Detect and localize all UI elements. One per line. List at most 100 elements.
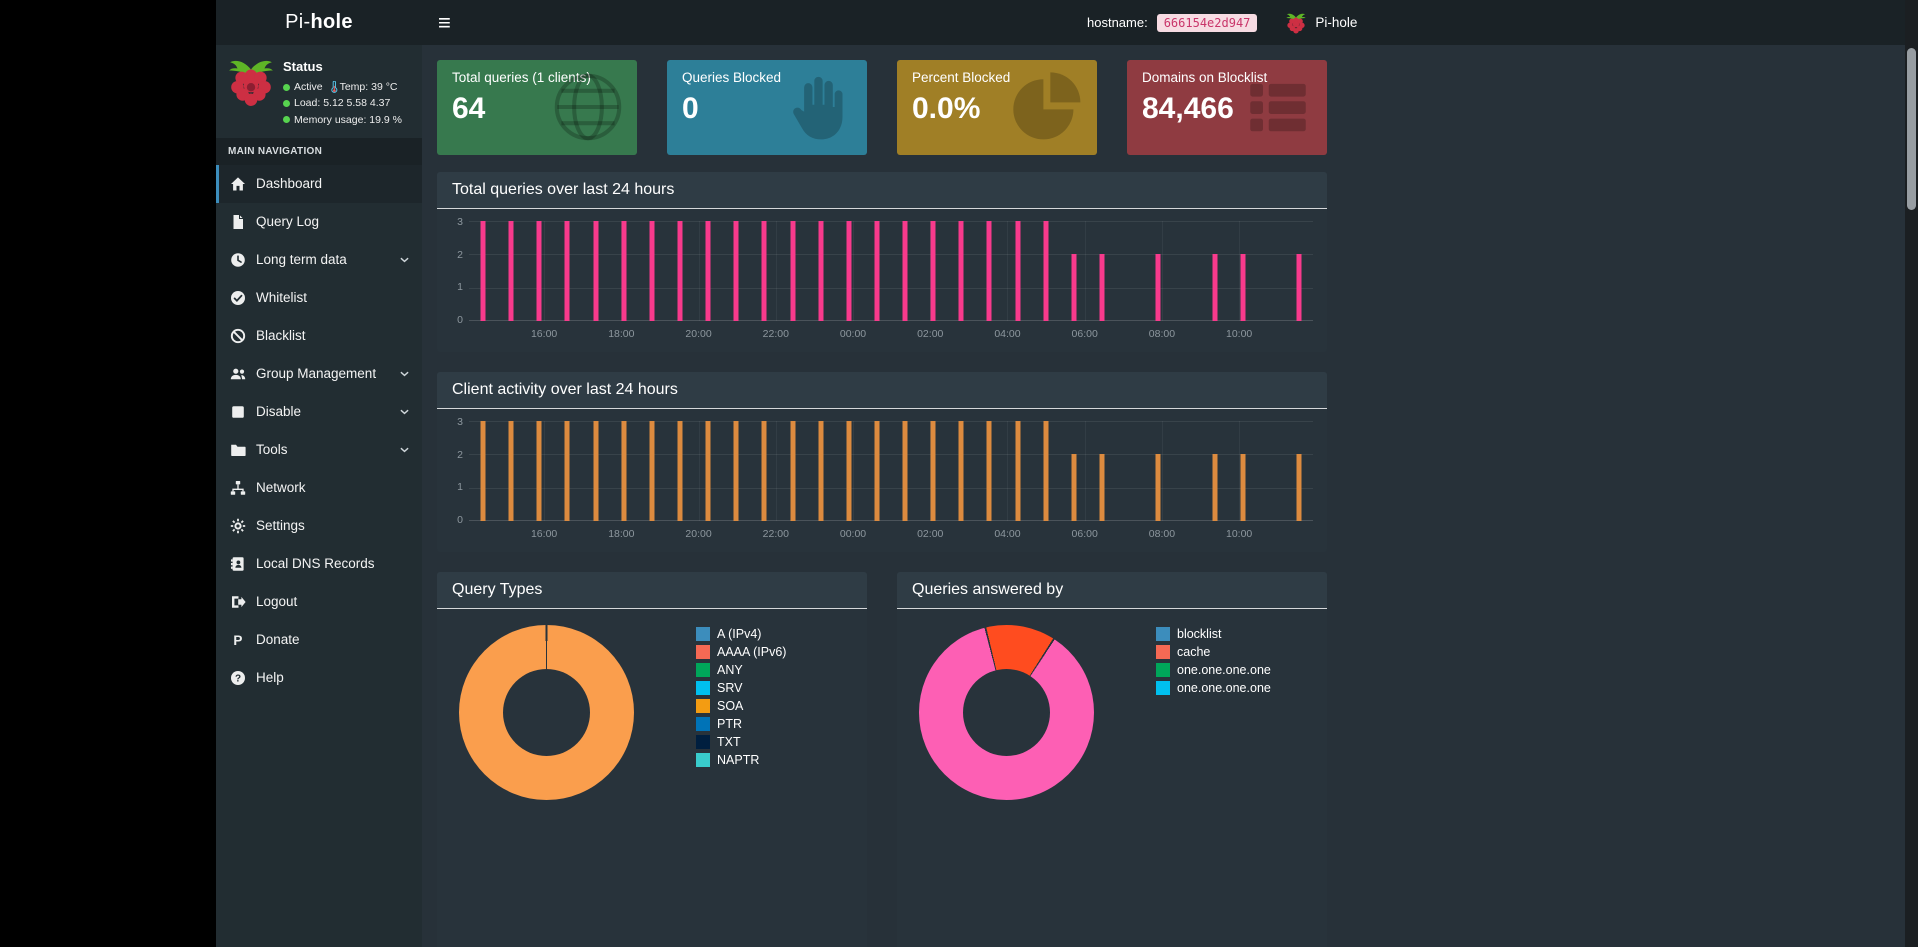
bar[interactable]	[1240, 254, 1246, 321]
bar[interactable]	[1043, 421, 1049, 521]
bar[interactable]	[536, 221, 542, 321]
bar[interactable]	[846, 221, 852, 321]
sidebar-item-disable[interactable]: Disable	[216, 393, 422, 431]
query-types-donut[interactable]	[459, 625, 634, 800]
bar[interactable]	[818, 221, 824, 321]
card-title: Queries Blocked	[682, 70, 782, 85]
bar[interactable]	[649, 221, 655, 321]
bar[interactable]	[621, 421, 627, 521]
sidebar-item-settings[interactable]: Settings	[216, 507, 422, 545]
bar[interactable]	[874, 421, 880, 521]
query-types-body: A (IPv4) AAAA (IPv6) ANY SRV SOA PTR TXT NAPTR	[437, 609, 867, 800]
bar[interactable]	[1296, 454, 1302, 521]
bar[interactable]	[902, 221, 908, 321]
bar[interactable]	[958, 421, 964, 521]
legend-item[interactable]: PTR	[696, 717, 786, 731]
bar[interactable]	[649, 421, 655, 521]
legend-item[interactable]: AAAA (IPv6)	[696, 645, 786, 659]
legend-item[interactable]: A (IPv4)	[696, 627, 786, 641]
bar[interactable]	[1015, 221, 1021, 321]
bar[interactable]	[508, 221, 514, 321]
bar[interactable]	[508, 421, 514, 521]
bar[interactable]	[986, 221, 992, 321]
bar[interactable]	[1155, 254, 1161, 321]
legend-label: NAPTR	[717, 753, 760, 767]
bar[interactable]	[818, 421, 824, 521]
bar[interactable]	[1155, 454, 1161, 521]
bar[interactable]	[480, 421, 486, 521]
legend-item[interactable]: SOA	[696, 699, 786, 713]
sidebar-toggle-button[interactable]: ≡	[438, 10, 451, 35]
sidebar-item-label: Disable	[256, 404, 302, 420]
legend-item[interactable]: one.one.one.one	[1156, 663, 1271, 677]
sidebar-item-long-term-data[interactable]: Long term data	[216, 241, 422, 279]
legend-item[interactable]: SRV	[696, 681, 786, 695]
bar[interactable]	[790, 421, 796, 521]
bar[interactable]	[705, 421, 711, 521]
bar[interactable]	[1240, 454, 1246, 521]
bar[interactable]	[677, 221, 683, 321]
panel-title: Queries answered by	[897, 572, 1327, 609]
bar[interactable]	[677, 421, 683, 521]
app-logo-text: Pi-hole	[285, 11, 353, 33]
bar[interactable]	[930, 421, 936, 521]
legend-item[interactable]: cache	[1156, 645, 1271, 659]
bar[interactable]	[564, 421, 570, 521]
bar[interactable]	[1043, 221, 1049, 321]
bar[interactable]	[1015, 421, 1021, 521]
bar[interactable]	[1212, 254, 1218, 321]
sidebar-item-blacklist[interactable]: Blacklist	[216, 317, 422, 355]
bar[interactable]	[733, 221, 739, 321]
answered-by-donut[interactable]	[919, 625, 1094, 800]
bar[interactable]	[874, 221, 880, 321]
sidebar-item-whitelist[interactable]: Whitelist	[216, 279, 422, 317]
bar[interactable]	[761, 221, 767, 321]
y-tick-label: 2	[457, 248, 463, 261]
bar[interactable]	[593, 421, 599, 521]
bar[interactable]	[480, 221, 486, 321]
legend-item[interactable]: NAPTR	[696, 753, 786, 767]
bar[interactable]	[761, 421, 767, 521]
navbar-brand-link[interactable]: Pi-hole	[1315, 15, 1358, 30]
browser-scrollbar[interactable]	[1905, 0, 1918, 947]
raspberry-brand-icon[interactable]	[1286, 12, 1306, 34]
bar[interactable]	[1212, 454, 1218, 521]
bar[interactable]	[621, 221, 627, 321]
x-tick-label: 02:00	[917, 328, 944, 340]
bar[interactable]	[846, 421, 852, 521]
bar[interactable]	[1071, 454, 1077, 521]
sidebar-item-dashboard[interactable]: Dashboard	[216, 164, 422, 203]
legend-item[interactable]: one.one.one.one	[1156, 681, 1271, 695]
bar[interactable]	[986, 421, 992, 521]
legend-item[interactable]: blocklist	[1156, 627, 1271, 641]
address-book-icon	[230, 556, 246, 572]
bar[interactable]	[1099, 254, 1105, 321]
bar[interactable]	[902, 421, 908, 521]
sidebar-item-network[interactable]: Network	[216, 469, 422, 507]
bar[interactable]	[536, 421, 542, 521]
bar[interactable]	[790, 221, 796, 321]
bar[interactable]	[958, 221, 964, 321]
bar[interactable]	[1099, 454, 1105, 521]
sidebar-item-group-management[interactable]: Group Management	[216, 355, 422, 393]
legend-label: A (IPv4)	[717, 627, 762, 641]
bar[interactable]	[593, 221, 599, 321]
sidebar-item-help[interactable]: ? Help	[216, 659, 422, 697]
legend-swatch	[696, 717, 710, 731]
sidebar-item-tools[interactable]: Tools	[216, 431, 422, 469]
legend-item[interactable]: TXT	[696, 735, 786, 749]
scrollbar-thumb[interactable]	[1907, 48, 1916, 210]
sidebar-item-query-log[interactable]: Query Log	[216, 203, 422, 241]
sidebar-item-donate[interactable]: P Donate	[216, 621, 422, 659]
bar[interactable]	[733, 421, 739, 521]
sidebar-item-local-dns-records[interactable]: Local DNS Records	[216, 545, 422, 583]
bar[interactable]	[705, 221, 711, 321]
file-icon	[230, 214, 246, 230]
legend-item[interactable]: ANY	[696, 663, 786, 677]
bar[interactable]	[1296, 254, 1302, 321]
bar[interactable]	[1071, 254, 1077, 321]
bar[interactable]	[564, 221, 570, 321]
bar[interactable]	[930, 221, 936, 321]
sidebar-item-logout[interactable]: Logout	[216, 583, 422, 621]
